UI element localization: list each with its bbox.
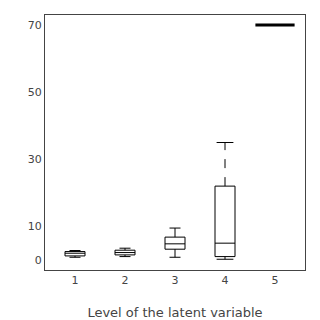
- svg-text:70: 70: [28, 19, 42, 32]
- svg-text:2: 2: [122, 274, 129, 287]
- svg-text:30: 30: [28, 153, 42, 166]
- svg-text:1: 1: [72, 274, 79, 287]
- svg-text:4: 4: [222, 274, 229, 287]
- svg-text:Level of the latent variable: Level of the latent variable: [87, 305, 262, 320]
- svg-text:5: 5: [272, 274, 279, 287]
- svg-text:10: 10: [28, 220, 42, 233]
- svg-text:50: 50: [28, 86, 42, 99]
- svg-text:0: 0: [35, 254, 42, 267]
- svg-text:3: 3: [172, 274, 179, 287]
